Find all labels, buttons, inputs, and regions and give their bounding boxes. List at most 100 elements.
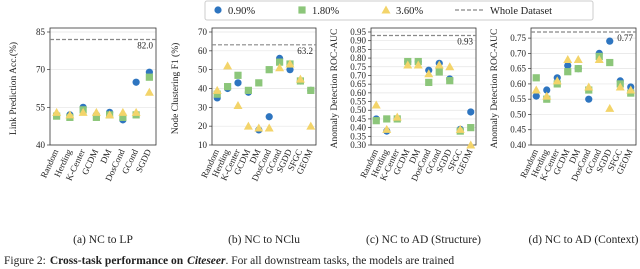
data-point <box>564 61 572 70</box>
data-point <box>435 68 443 76</box>
y-axis-label: Node Clustering F1 (%) <box>170 43 181 135</box>
data-point <box>552 76 562 85</box>
y-tick-label: 0.60 <box>510 79 526 89</box>
data-point <box>606 58 614 67</box>
data-point <box>144 87 154 96</box>
data-point <box>605 103 615 112</box>
legend-label: 0.90% <box>228 6 255 17</box>
data-point <box>531 85 541 94</box>
y-tick-label: 70 <box>36 65 46 75</box>
figure-caption: Figure 2: Cross-task performance on Citese… <box>4 255 454 267</box>
reference-label: 82.0 <box>137 41 153 51</box>
data-point <box>585 95 593 103</box>
legend-frame <box>204 0 594 21</box>
data-point <box>295 74 305 83</box>
plot-frame <box>530 27 637 146</box>
y-tick-label: 0.90 <box>350 36 366 46</box>
subplot-caption: (c) NC to AD (Structure) <box>366 234 481 246</box>
data-point <box>105 110 115 119</box>
data-point <box>403 60 413 69</box>
y-tick-label: 0.30 <box>350 140 366 150</box>
plot-frame <box>370 27 477 146</box>
data-point <box>92 113 100 121</box>
data-point <box>234 71 242 79</box>
y-tick-label: 0.45 <box>510 125 526 135</box>
data-point <box>265 113 273 121</box>
legend-label: 3.60% <box>396 6 423 17</box>
data-point <box>466 140 476 149</box>
data-point <box>425 78 433 87</box>
data-point <box>413 60 423 69</box>
data-point <box>223 61 233 70</box>
data-point <box>615 82 625 91</box>
data-point <box>265 66 273 74</box>
data-point <box>564 68 572 76</box>
data-point <box>383 115 391 123</box>
data-point <box>286 66 294 74</box>
y-tick-label: 30 <box>198 102 208 112</box>
y-tick-label: 0.35 <box>350 131 366 141</box>
data-point <box>594 54 604 63</box>
data-point <box>455 124 465 133</box>
y-tick-label: 0.45 <box>350 114 366 124</box>
y-tick-label: 0.95 <box>350 27 366 37</box>
y-tick-label: 0.65 <box>510 64 526 74</box>
data-point <box>371 100 381 109</box>
data-point <box>424 69 434 78</box>
legend-label: Whole Dataset <box>490 6 552 17</box>
data-point <box>91 107 101 116</box>
y-tick-label: 70 <box>198 27 208 37</box>
data-point <box>132 78 140 86</box>
data-point <box>224 83 232 91</box>
y-tick-label: 0.80 <box>350 53 366 63</box>
data-point <box>255 79 263 87</box>
data-point <box>118 107 128 116</box>
data-point <box>542 91 552 100</box>
data-point <box>584 82 594 91</box>
y-tick-label: 60 <box>198 46 208 56</box>
data-point <box>467 108 475 116</box>
data-point <box>574 65 582 73</box>
data-point <box>264 123 274 132</box>
data-point <box>233 100 243 109</box>
y-tick-label: 10 <box>198 140 208 150</box>
data-point <box>445 62 455 71</box>
y-tick-label: 55 <box>36 102 46 112</box>
y-tick-label: 0.75 <box>350 62 366 72</box>
y-tick-label: 40 <box>36 140 46 150</box>
data-point <box>234 79 242 87</box>
data-point <box>372 117 380 125</box>
subplot-caption: (d) NC to AD (Context) <box>529 234 639 246</box>
data-point <box>212 85 222 94</box>
data-point <box>243 121 253 130</box>
y-axis-label: Anomaly Detection ROC-AUC <box>490 29 500 149</box>
data-point <box>131 107 141 116</box>
y-axis-label: Link Prediction Acc.(%) <box>8 42 19 135</box>
data-point <box>307 86 315 94</box>
caption-dataset: Citeseer <box>187 255 226 267</box>
y-axis-label: Anomaly Detection ROC-AUC <box>330 29 340 149</box>
caption-rest: . For all downstream tasks, the models a… <box>226 255 455 267</box>
caption-number: Figure 2: <box>4 255 46 267</box>
reference-label: 0.77 <box>617 33 633 43</box>
legend-marker <box>381 5 391 14</box>
data-point <box>52 107 62 116</box>
y-tick-label: 85 <box>36 27 46 37</box>
y-tick-label: 0.60 <box>350 88 366 98</box>
caption-bold: Cross-task performance on <box>50 255 184 267</box>
y-tick-label: 20 <box>198 121 208 131</box>
data-point <box>532 92 540 100</box>
y-tick-label: 0.75 <box>510 33 526 43</box>
data-point <box>276 58 284 66</box>
data-point <box>65 110 75 119</box>
data-point <box>573 54 583 63</box>
data-point <box>563 54 573 63</box>
data-point <box>306 121 316 130</box>
data-point <box>213 90 221 98</box>
subplot-caption: (b) NC to NClu <box>228 234 300 246</box>
data-point <box>53 112 61 120</box>
reference-label: 63.2 <box>297 46 313 56</box>
legend-marker <box>298 6 306 14</box>
y-tick-label: 0.85 <box>350 44 366 54</box>
